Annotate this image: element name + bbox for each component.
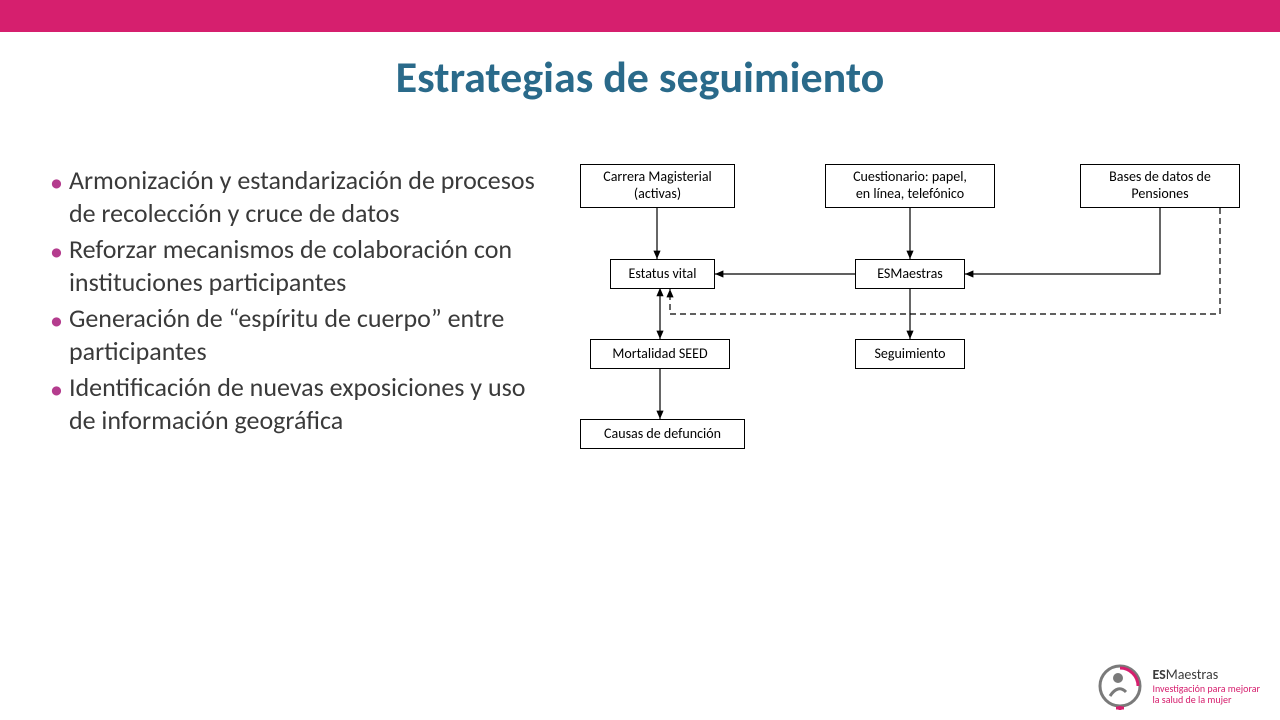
bullet-dot-icon: • (50, 304, 63, 337)
logo-text: ESMaestras Investigación para mejorar la… (1152, 667, 1260, 704)
bullet-item: •Identificación de nuevas exposiciones y… (50, 371, 550, 436)
esmaestras-logo-icon (1096, 662, 1144, 710)
node-bases: Bases de datos dePensiones (1080, 164, 1240, 208)
footer-logo: ESMaestras Investigación para mejorar la… (1096, 662, 1260, 710)
bullet-item: •Generación de “espíritu de cuerpo” entr… (50, 302, 550, 367)
content-region: •Armonización y estandarización de proce… (0, 164, 1280, 494)
diagram-region: Carrera Magisterial(activas) Cuestionario… (580, 164, 1250, 494)
top-accent-bar (0, 0, 1280, 32)
bullet-text: Generación de “espíritu de cuerpo” entre… (69, 302, 550, 367)
bullet-item: •Reforzar mecanismos de colaboración con… (50, 233, 550, 298)
node-esmaestras: ESMaestras (855, 259, 965, 289)
bullet-item: •Armonización y estandarización de proce… (50, 164, 550, 229)
logo-title: ESMaestras (1152, 667, 1260, 682)
bullet-dot-icon: • (50, 235, 63, 268)
node-causas: Causas de defunción (580, 419, 745, 449)
bullet-dot-icon: • (50, 373, 63, 406)
bullet-text: Reforzar mecanismos de colaboración con … (69, 233, 550, 298)
node-seguimiento: Seguimiento (855, 339, 965, 369)
edge-bases-esmaestras (965, 208, 1160, 274)
node-carrera: Carrera Magisterial(activas) (580, 164, 735, 208)
flowchart: Carrera Magisterial(activas) Cuestionario… (580, 164, 1250, 494)
node-mortalidad: Mortalidad SEED (590, 339, 730, 369)
bullet-text: Armonización y estandarización de proces… (69, 164, 550, 229)
bullet-text: Identificación de nuevas exposiciones y … (69, 371, 550, 436)
logo-subtitle-2: la salud de la mujer (1152, 694, 1260, 705)
node-cuest: Cuestionario: papel,en línea, telefónico (825, 164, 995, 208)
page-title: Estrategias de seguimiento (0, 50, 1280, 104)
bullet-list: •Armonización y estandarización de proce… (50, 164, 550, 494)
node-estatus: Estatus vital (610, 259, 715, 289)
bullet-dot-icon: • (50, 166, 63, 199)
